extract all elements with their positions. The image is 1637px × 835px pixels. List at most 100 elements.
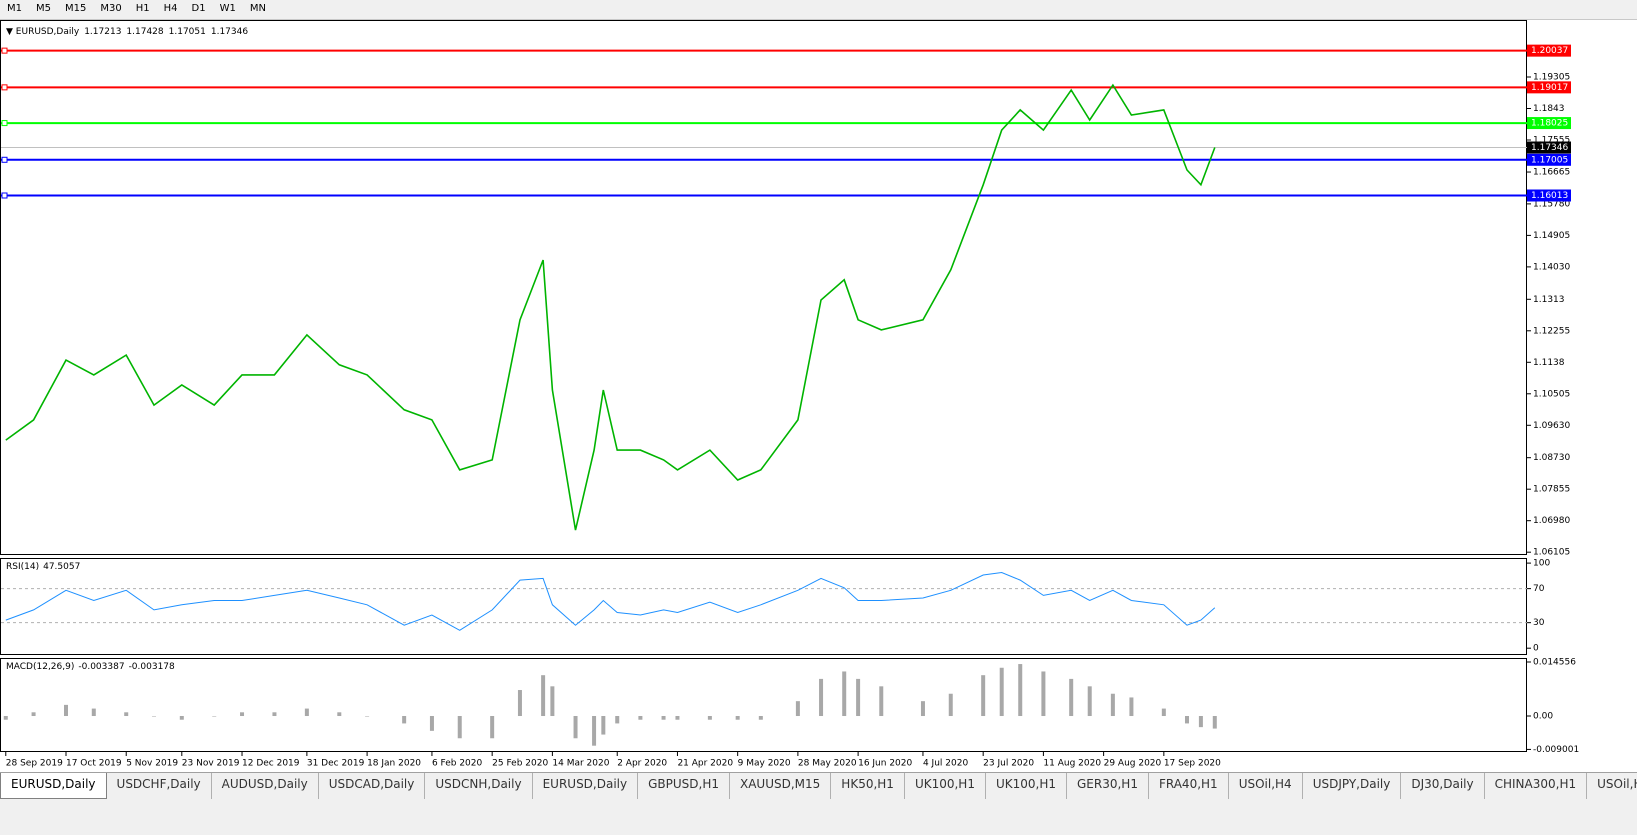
macd-bar — [920, 701, 925, 717]
y-tick-label: 1.07855 — [1533, 485, 1570, 495]
level-handle — [1, 47, 8, 54]
chart-tab[interactable]: USOil,H4 — [1229, 773, 1303, 799]
level-label: 1.20037 — [1531, 46, 1568, 56]
chart-tab[interactable]: FRA40,H1 — [1149, 773, 1229, 799]
timeframe-button[interactable]: H4 — [163, 3, 178, 14]
level-label-box — [1527, 153, 1571, 166]
x-tick-label: 25 Feb 2020 — [492, 759, 548, 769]
y-tick-label: 1.16665 — [1533, 168, 1570, 178]
x-tick-label: 4 Jul 2020 — [923, 759, 968, 769]
indicator-name: RSI(14) — [6, 562, 39, 572]
macd-bar — [1198, 716, 1203, 728]
chart-tab[interactable]: USDCHF,Daily — [107, 773, 212, 799]
chart-tab[interactable]: UK100,H1 — [986, 773, 1067, 799]
chart-tab[interactable]: AUDUSD,Daily — [212, 773, 319, 799]
quote-value: 1.17428 — [126, 27, 163, 37]
macd-bar — [707, 716, 712, 720]
macd-bar — [124, 712, 129, 717]
y-tick-label: 1.06105 — [1533, 548, 1570, 558]
macd-bar — [240, 712, 245, 717]
y-tick-label: 1.08730 — [1533, 453, 1570, 463]
level-label-box — [1527, 189, 1571, 202]
chart-tab[interactable]: EURUSD,Daily — [0, 773, 107, 799]
y-tick-label: 1.12255 — [1533, 326, 1570, 336]
x-tick-label: 29 Aug 2020 — [1104, 759, 1162, 769]
macd-bar — [91, 708, 96, 717]
macd-bar — [615, 716, 620, 724]
header-arrow: ▼ — [6, 27, 16, 37]
level-handle — [1, 120, 8, 127]
macd-bar — [638, 716, 643, 720]
rsi-line — [5, 571, 1216, 631]
macd-bar — [429, 716, 434, 731]
panel-frame — [0, 658, 1527, 752]
y-tick-label: 0 — [1533, 644, 1539, 654]
x-tick-label: 28 May 2020 — [798, 759, 857, 769]
macd-bar — [592, 716, 597, 746]
macd-bar — [819, 678, 824, 717]
x-tick-label: 28 Sep 2019 — [6, 759, 63, 769]
chart-tab[interactable]: DJ30,Daily — [1401, 773, 1485, 799]
chart-tab[interactable]: USDJPY,Daily — [1303, 773, 1402, 799]
x-tick-label: 31 Dec 2019 — [307, 759, 365, 769]
price-line — [5, 83, 1216, 531]
macd-bar — [272, 712, 277, 717]
timeframe-button[interactable]: M5 — [36, 3, 51, 14]
timeframe-button[interactable]: M1 — [7, 3, 22, 14]
macd-bar — [3, 716, 8, 720]
chart-tab[interactable]: USOil,H — [1587, 773, 1637, 799]
x-tick-label: 9 May 2020 — [738, 759, 791, 769]
indicator-header: MACD(12,26,9) -0.003387 -0.003178 — [6, 662, 175, 672]
timeframe-button[interactable]: D1 — [191, 3, 206, 14]
x-tick-label: 21 Apr 2020 — [677, 759, 733, 769]
x-tick-label: 12 Dec 2019 — [242, 759, 300, 769]
indicator-value: -0.003387 — [78, 662, 124, 672]
macd-bar — [337, 712, 342, 717]
macd-bar — [457, 716, 462, 739]
chart-tab[interactable]: HK50,H1 — [831, 773, 905, 799]
x-tick-label: 17 Sep 2020 — [1164, 759, 1221, 769]
x-tick-label: 16 Jun 2020 — [858, 759, 912, 769]
chart-tab[interactable]: USDCAD,Daily — [319, 773, 426, 799]
chart-tab[interactable]: USDCNH,Daily — [425, 773, 533, 799]
x-tick-label: 17 Oct 2019 — [66, 759, 122, 769]
symbol: EURUSD,Daily — [16, 27, 80, 37]
chart-tab[interactable]: EURUSD,Daily — [533, 773, 639, 799]
x-tick-label: 23 Nov 2019 — [182, 759, 240, 769]
chart-header: ▼ EURUSD,Daily 1.17213 1.17428 1.17051 1.173… — [6, 27, 248, 37]
timeframe-button[interactable]: M15 — [65, 3, 87, 14]
current-price-box — [1527, 141, 1571, 154]
x-tick-label: 2 Apr 2020 — [617, 759, 667, 769]
chart-tab[interactable]: GBPUSD,H1 — [638, 773, 730, 799]
macd-bar — [212, 716, 217, 717]
level-label-box — [1527, 44, 1571, 57]
macd-bar — [517, 690, 522, 717]
level-label: 1.18025 — [1531, 119, 1568, 129]
panel-frame — [0, 20, 1527, 555]
chart-tabs: EURUSD,Daily USDCHF,Daily AUDUSD,Daily USDC… — [0, 772, 1637, 799]
y-tick-label: 70 — [1533, 584, 1545, 594]
macd-bar — [948, 693, 953, 717]
indicator-header: RSI(14) 47.5057 — [6, 562, 80, 572]
macd-bar — [31, 712, 36, 717]
y-tick-label: 1.1138 — [1533, 358, 1565, 368]
macd-bar — [365, 716, 370, 717]
chart-tab[interactable]: UK100,H1 — [905, 773, 986, 799]
indicator-value: 47.5057 — [43, 562, 80, 572]
chart-tab[interactable]: CHINA300,H1 — [1485, 773, 1588, 799]
timeframe-button[interactable]: H1 — [135, 3, 150, 14]
chart-tab[interactable]: XAUUSD,M15 — [730, 773, 832, 799]
timeframe-button[interactable]: M30 — [100, 3, 122, 14]
timeframe-button[interactable]: W1 — [219, 3, 236, 14]
indicator-value: -0.003178 — [129, 662, 175, 672]
y-tick-label: 1.1313 — [1533, 295, 1565, 305]
chart-tab[interactable]: GER30,H1 — [1067, 773, 1149, 799]
level-label: 1.17005 — [1531, 155, 1568, 165]
macd-bar — [152, 716, 157, 717]
x-tick-label: 23 Jul 2020 — [983, 759, 1034, 769]
level-handle — [1, 84, 8, 91]
macd-bar — [1087, 686, 1092, 717]
x-tick-label: 14 Mar 2020 — [552, 759, 609, 769]
timeframe-button[interactable]: MN — [249, 3, 266, 14]
